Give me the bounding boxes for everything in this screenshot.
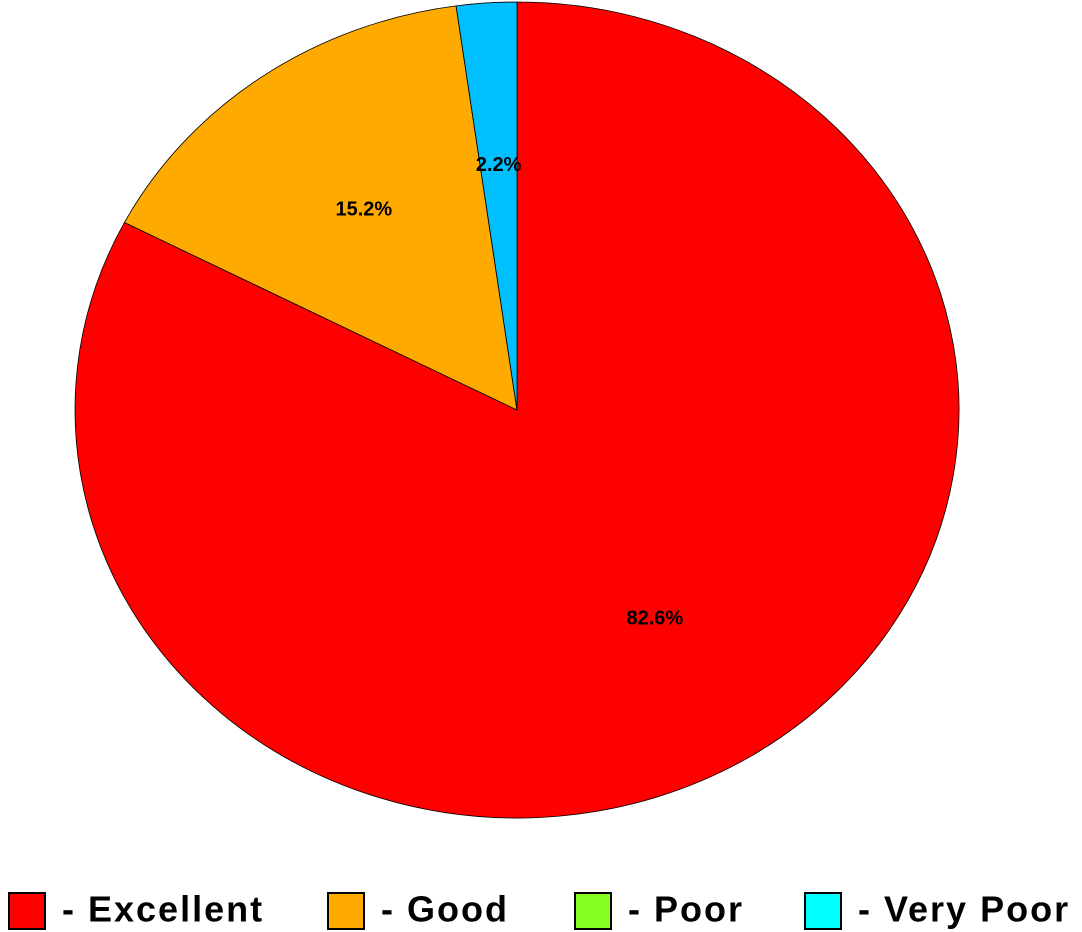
value-label: 15.2% — [335, 198, 392, 220]
pie-slice — [74, 1, 960, 819]
legend-label: - Excellent — [62, 889, 264, 930]
value-label: 82.6% — [626, 607, 683, 629]
legend-swatch — [327, 892, 365, 930]
legend-label: - Good — [381, 889, 509, 930]
legend-label: - Poor — [628, 889, 744, 930]
pie-slice — [455, 1, 518, 411]
pie-slice — [123, 5, 518, 411]
legend-swatch — [8, 892, 46, 930]
legend-swatch — [574, 892, 612, 930]
legend-label: - Very Poor — [858, 889, 1070, 930]
legend-swatch — [804, 892, 842, 930]
value-label: 2.2% — [476, 154, 522, 176]
